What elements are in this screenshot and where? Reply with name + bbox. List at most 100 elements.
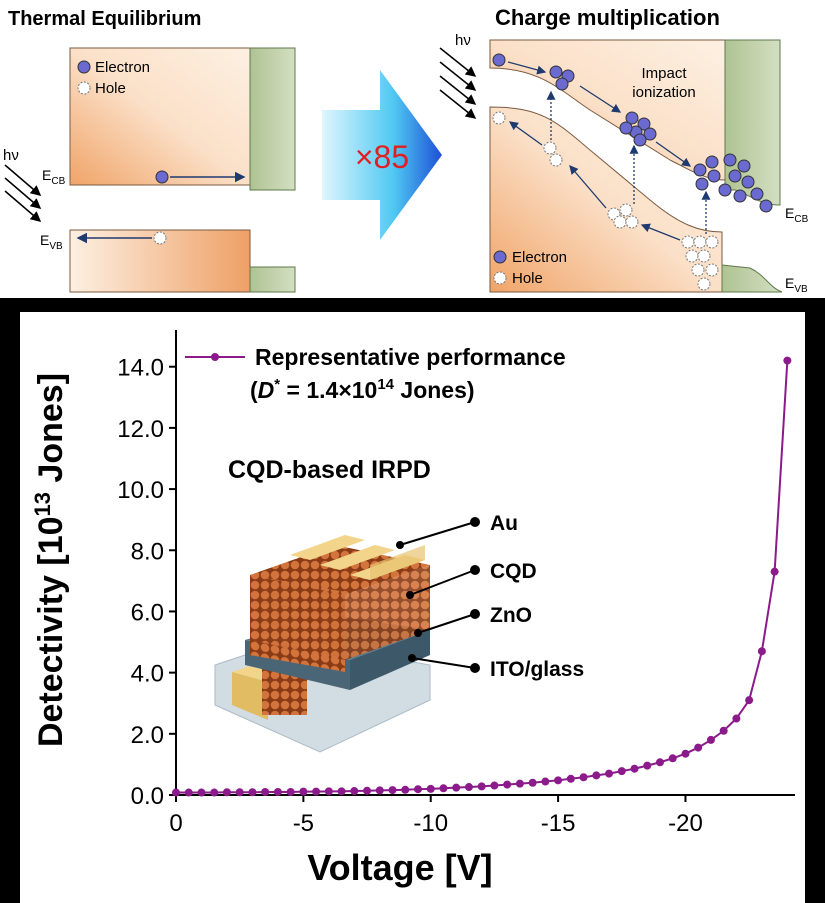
data-point <box>732 714 741 723</box>
band-label-main: E <box>40 232 49 248</box>
legend-note-part: = 1.4×10 <box>280 377 377 403</box>
y-tick-label: 0.0 <box>131 783 164 810</box>
data-point <box>172 788 180 797</box>
y-tick-label: 6.0 <box>131 599 164 626</box>
data-point <box>719 726 728 735</box>
band-label-sub: CB <box>51 176 65 187</box>
band-label: EVB <box>40 232 63 252</box>
x-tick-label: -20 <box>668 810 703 837</box>
legend-text: Hole <box>95 80 126 97</box>
band-label: ECB <box>42 167 66 187</box>
data-point <box>439 784 448 793</box>
data-point <box>566 774 575 783</box>
y-axis-title: Detectivity [1013 Jones] <box>30 373 70 747</box>
layer-label: ZnO <box>490 604 532 627</box>
inset-title: CQD-based IRPD <box>228 456 431 484</box>
data-point <box>452 783 461 792</box>
layer-label: ITO/glass <box>490 658 584 681</box>
data-point <box>757 647 766 656</box>
legend-note-part: D <box>258 377 275 403</box>
legend-note-part: Jones) <box>394 377 475 403</box>
thermal-diagram: Thermal Equilibrium Electron Hole hν ECB… <box>3 8 296 293</box>
legend-note-sup: * <box>274 376 280 393</box>
x-axis-title: Voltage [V] <box>307 847 492 888</box>
data-point <box>413 785 422 794</box>
data-point <box>312 787 321 796</box>
data-point <box>197 788 206 797</box>
data-point <box>783 356 792 365</box>
annotation: Impact <box>641 65 687 82</box>
plot-area: 0.0 2.0 4.0 6.0 8.0 10.0 12.0 14.0 0 -5 -10 -15 -20 <box>117 330 795 837</box>
band-label-sub: VB <box>794 284 808 295</box>
data-point <box>235 788 244 797</box>
band-label-main: E <box>42 167 51 183</box>
data-point <box>324 787 333 796</box>
x-tick-label: 0 <box>169 810 182 837</box>
legend-note-sup: 14 <box>377 376 394 393</box>
band-label: EVB <box>785 275 808 295</box>
data-point <box>299 787 308 796</box>
data-point <box>617 767 626 776</box>
layer-label: CQD <box>490 560 537 583</box>
y-axis-title-sup: 13 <box>30 492 55 516</box>
data-point <box>464 783 473 792</box>
y-tick-label: 14.0 <box>117 355 164 382</box>
y-tick-label: 4.0 <box>131 661 164 688</box>
legend-note-part: ( <box>250 377 258 403</box>
data-point <box>655 758 664 767</box>
data-point <box>375 786 384 795</box>
data-point <box>337 787 346 796</box>
data-point <box>222 788 231 797</box>
data-point <box>706 735 715 744</box>
data-point <box>630 764 639 773</box>
data-point <box>605 769 614 778</box>
data-point <box>643 761 652 770</box>
legend-marker <box>211 353 219 361</box>
data-point <box>528 778 537 787</box>
legend-label: Representative performance <box>255 344 566 370</box>
gain-arrow <box>322 70 442 240</box>
x-tick-label: -15 <box>541 810 576 837</box>
data-point <box>490 781 499 790</box>
legend-text: Electron <box>95 59 150 76</box>
y-tick-label: 12.0 <box>117 416 164 443</box>
x-tick-label: -5 <box>293 810 314 837</box>
data-point <box>681 749 690 758</box>
light-label: hν <box>3 147 19 164</box>
diagram-title: Charge multiplication <box>495 5 720 30</box>
band-label: ECB <box>785 205 809 225</box>
y-axis-title-part: Detectivity [10 <box>32 516 70 747</box>
multiplication-diagram: Charge multiplication hν Impact ionizati… <box>439 5 809 295</box>
data-point <box>273 787 282 796</box>
y-tick-label: 2.0 <box>131 722 164 749</box>
y-axis-title-part: Jones] <box>32 373 70 492</box>
y-tick-label: 8.0 <box>131 538 164 565</box>
band-label-sub: CB <box>794 214 808 225</box>
x-tick-label: -10 <box>413 810 448 837</box>
data-point <box>248 788 257 797</box>
data-point <box>554 776 563 785</box>
data-point <box>363 786 372 795</box>
data-point <box>579 773 588 782</box>
device-inset: CQD-based IRPD Au CQD ZnO ITO/glass <box>214 456 584 753</box>
band-label-main: E <box>785 275 794 291</box>
data-point <box>388 786 397 795</box>
data-point <box>477 782 486 791</box>
data-point <box>210 788 219 797</box>
legend-text: Hole <box>512 270 543 287</box>
data-point <box>541 777 550 786</box>
light-label: hν <box>455 32 471 49</box>
data-point <box>350 787 359 796</box>
data-point <box>770 567 779 576</box>
layer-label: Au <box>490 512 518 535</box>
gain-factor: ×85 <box>355 139 409 175</box>
data-point <box>668 754 677 763</box>
band-label-sub: VB <box>49 241 63 252</box>
diagram-title: Thermal Equilibrium <box>8 8 201 30</box>
data-point <box>694 743 703 752</box>
data-point <box>401 785 410 794</box>
band-label-main: E <box>785 205 794 221</box>
data-point <box>261 787 270 796</box>
data-point <box>426 784 435 793</box>
